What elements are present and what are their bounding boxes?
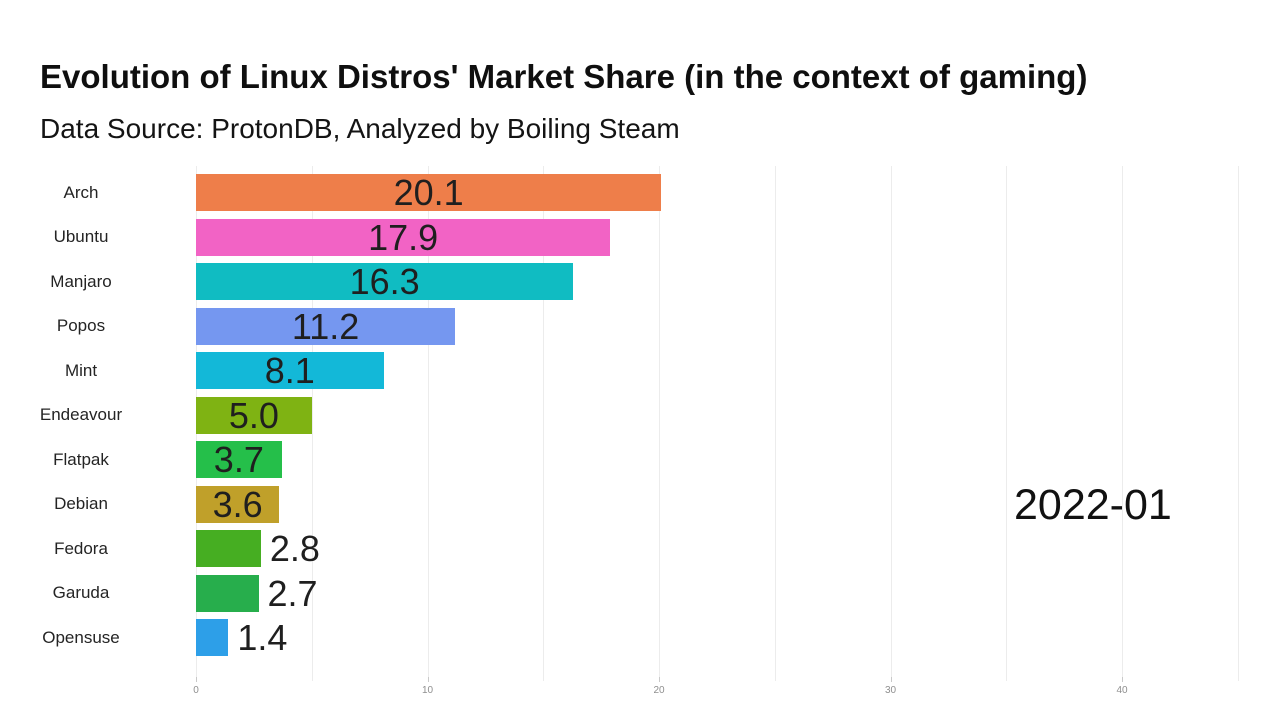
bar-value-label: 2.7 xyxy=(267,572,318,614)
bar-value-label: 2.8 xyxy=(269,528,320,569)
category-label: Opensuse xyxy=(42,627,120,647)
period-label: 2022-01 xyxy=(1014,481,1172,529)
x-tick-mark xyxy=(659,677,660,682)
category-label: Mint xyxy=(64,360,98,380)
x-gridline xyxy=(890,166,892,681)
bar: 11.2 xyxy=(196,305,456,347)
category-label: Fedora xyxy=(54,538,108,558)
x-tick-mark xyxy=(890,677,892,682)
category-label: Ubuntu xyxy=(53,227,109,246)
bar-value-label: 20.1 xyxy=(393,172,464,213)
bar-value-label: 3.6 xyxy=(212,483,263,525)
bar-row: Popos 11.2 xyxy=(0,305,1280,347)
category-label: Popos xyxy=(56,316,106,335)
x-tick-label: 40 xyxy=(1116,685,1128,696)
bar: 20.1 xyxy=(196,172,662,213)
x-gridline xyxy=(311,166,313,681)
chart-subtitle: Data Source: ProtonDB, Analyzed by Boili… xyxy=(40,113,680,144)
category-label: Flatpak xyxy=(53,449,109,469)
x-gridline xyxy=(1237,166,1239,681)
x-gridline xyxy=(1006,166,1008,681)
bar-value-label: 16.3 xyxy=(349,261,420,302)
x-tick-label: 30 xyxy=(884,685,897,696)
bar-value-label: 5.0 xyxy=(228,394,279,436)
category-label: Endeavour xyxy=(39,405,123,424)
bar: 3.6 xyxy=(196,483,280,525)
bar xyxy=(196,574,259,612)
bar: 8.1 xyxy=(196,352,384,389)
x-tick-label: 20 xyxy=(653,685,665,696)
bar-row: Fedora 2.8 xyxy=(0,530,1280,567)
x-gridline xyxy=(774,166,776,681)
x-tick-label: 10 xyxy=(421,685,434,696)
bar-row: Arch 20.1 xyxy=(0,174,1280,211)
category-label: Debian xyxy=(54,494,108,513)
category-label: Manjaro xyxy=(50,271,112,291)
bar: 5.0 xyxy=(196,394,312,436)
bar-row: Garuda 2.7 xyxy=(0,572,1280,614)
category-label: Garuda xyxy=(52,583,110,602)
x-gridline xyxy=(543,166,545,681)
x-gridline xyxy=(659,166,660,681)
bar-row: Flatpak 3.7 xyxy=(0,441,1280,478)
bar-value-label: 11.2 xyxy=(291,305,360,347)
x-gridline xyxy=(1122,166,1123,681)
x-tick-mark xyxy=(427,677,429,682)
bar: 16.3 xyxy=(196,261,574,302)
x-gridline xyxy=(427,166,429,681)
bar-row: Manjaro 16.3 xyxy=(0,263,1280,300)
x-tick-mark xyxy=(1122,677,1123,682)
bar-row: Opensuse 1.4 xyxy=(0,619,1280,656)
bar-row: Mint 8.1 xyxy=(0,352,1280,389)
x-tick-mark xyxy=(196,677,197,682)
bar-value-label: 3.7 xyxy=(213,439,264,480)
bar xyxy=(196,530,261,567)
x-tick-label: 0 xyxy=(193,685,199,696)
bar-value-label: 8.1 xyxy=(264,350,315,391)
bar-value-label: 17.9 xyxy=(368,216,439,258)
category-label: Arch xyxy=(63,182,99,202)
bar-row: Ubuntu 17.9 xyxy=(0,216,1280,258)
bar-value-label: 1.4 xyxy=(237,617,288,658)
bar-row: Debian 3.6 xyxy=(0,483,1280,525)
bar xyxy=(196,619,229,656)
chart-title: Evolution of Linux Distros' Market Share… xyxy=(40,58,1088,95)
bar: 3.7 xyxy=(196,441,282,478)
bar-row: Endeavour 5.0 xyxy=(0,394,1280,436)
bar: 17.9 xyxy=(196,216,611,258)
